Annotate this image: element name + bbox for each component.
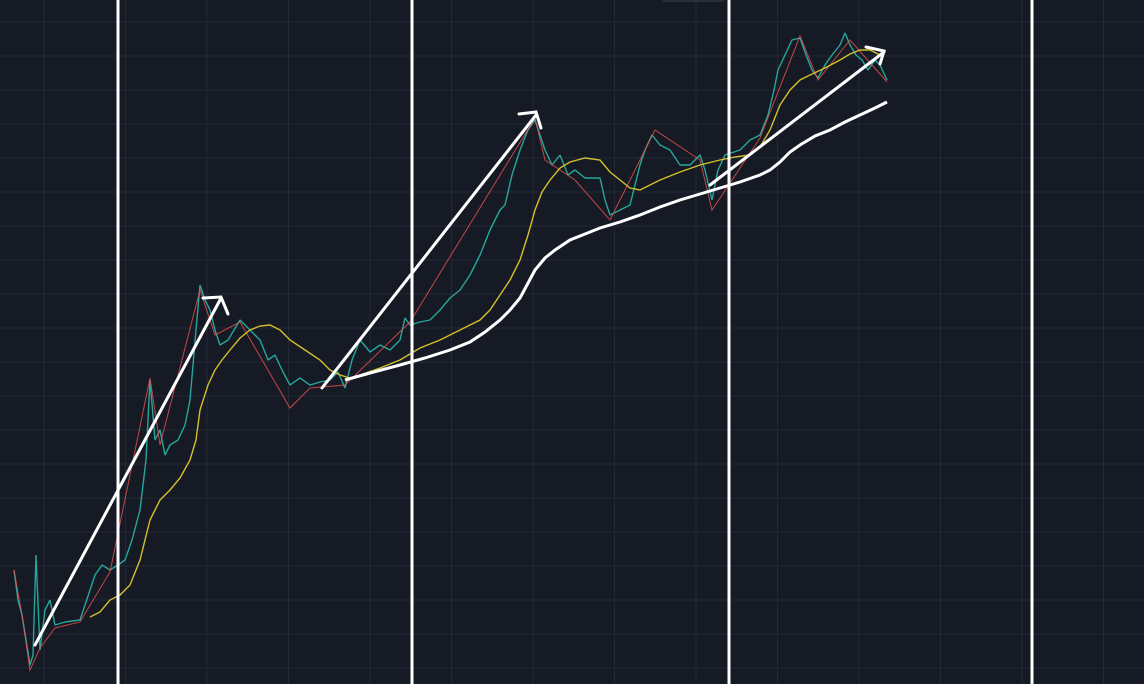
arrow-head bbox=[201, 295, 230, 316]
price-line bbox=[13, 32, 888, 666]
price-layer bbox=[13, 32, 888, 672]
trend-arrow bbox=[33, 298, 222, 647]
arrow-head bbox=[517, 110, 543, 130]
price-line-down bbox=[13, 34, 888, 672]
trend-arrow bbox=[708, 50, 886, 187]
trend-arrow bbox=[320, 113, 538, 390]
trend-arrows bbox=[33, 45, 886, 647]
cycle-dividers bbox=[116, 0, 1034, 684]
toolbar-tab bbox=[662, 0, 724, 2]
arrow-head bbox=[864, 45, 886, 66]
moving-average-slow bbox=[344, 100, 888, 382]
